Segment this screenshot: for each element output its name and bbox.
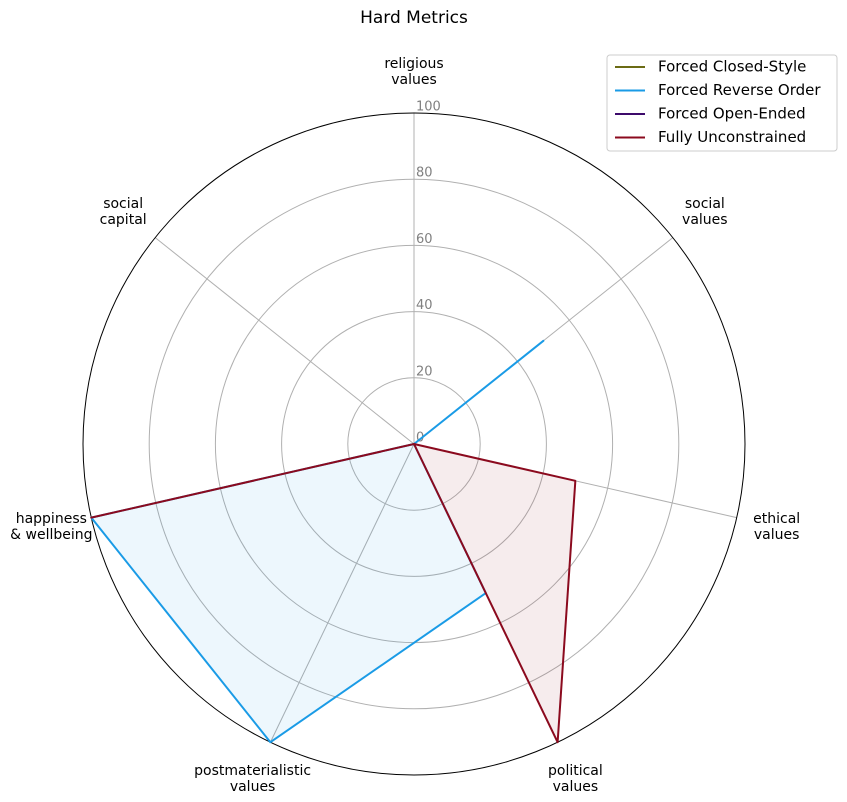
legend-label: Forced Reverse Order [658,81,821,99]
category-label: political values [548,763,603,796]
r-tick-label: 20 [416,364,433,379]
legend-label: Forced Closed-Style [658,58,806,76]
category-label: postmaterialistic values [194,763,312,796]
legend-box [606,54,838,152]
series-line [90,443,577,744]
outer-frame [82,112,746,776]
category-label: social capital [99,196,147,229]
spoke [154,237,415,445]
series-area [91,340,544,743]
r-tick-label: 80 [416,166,433,181]
category-label: religious values [384,56,444,88]
category-label: happiness & wellbeing [10,510,93,543]
series-area [91,444,576,743]
r-tick-label: 100 [416,100,441,115]
spoke [269,443,415,743]
category-label: ethical values [753,510,801,543]
category-label: social values [682,196,728,229]
chart-title: Hard Metrics [360,8,468,28]
legend-label: Fully Unconstrained [658,128,806,146]
r-tick-label: 40 [416,298,433,313]
r-tick-label: 60 [416,232,433,247]
legend-label: Forced Open-Ended [658,105,806,123]
